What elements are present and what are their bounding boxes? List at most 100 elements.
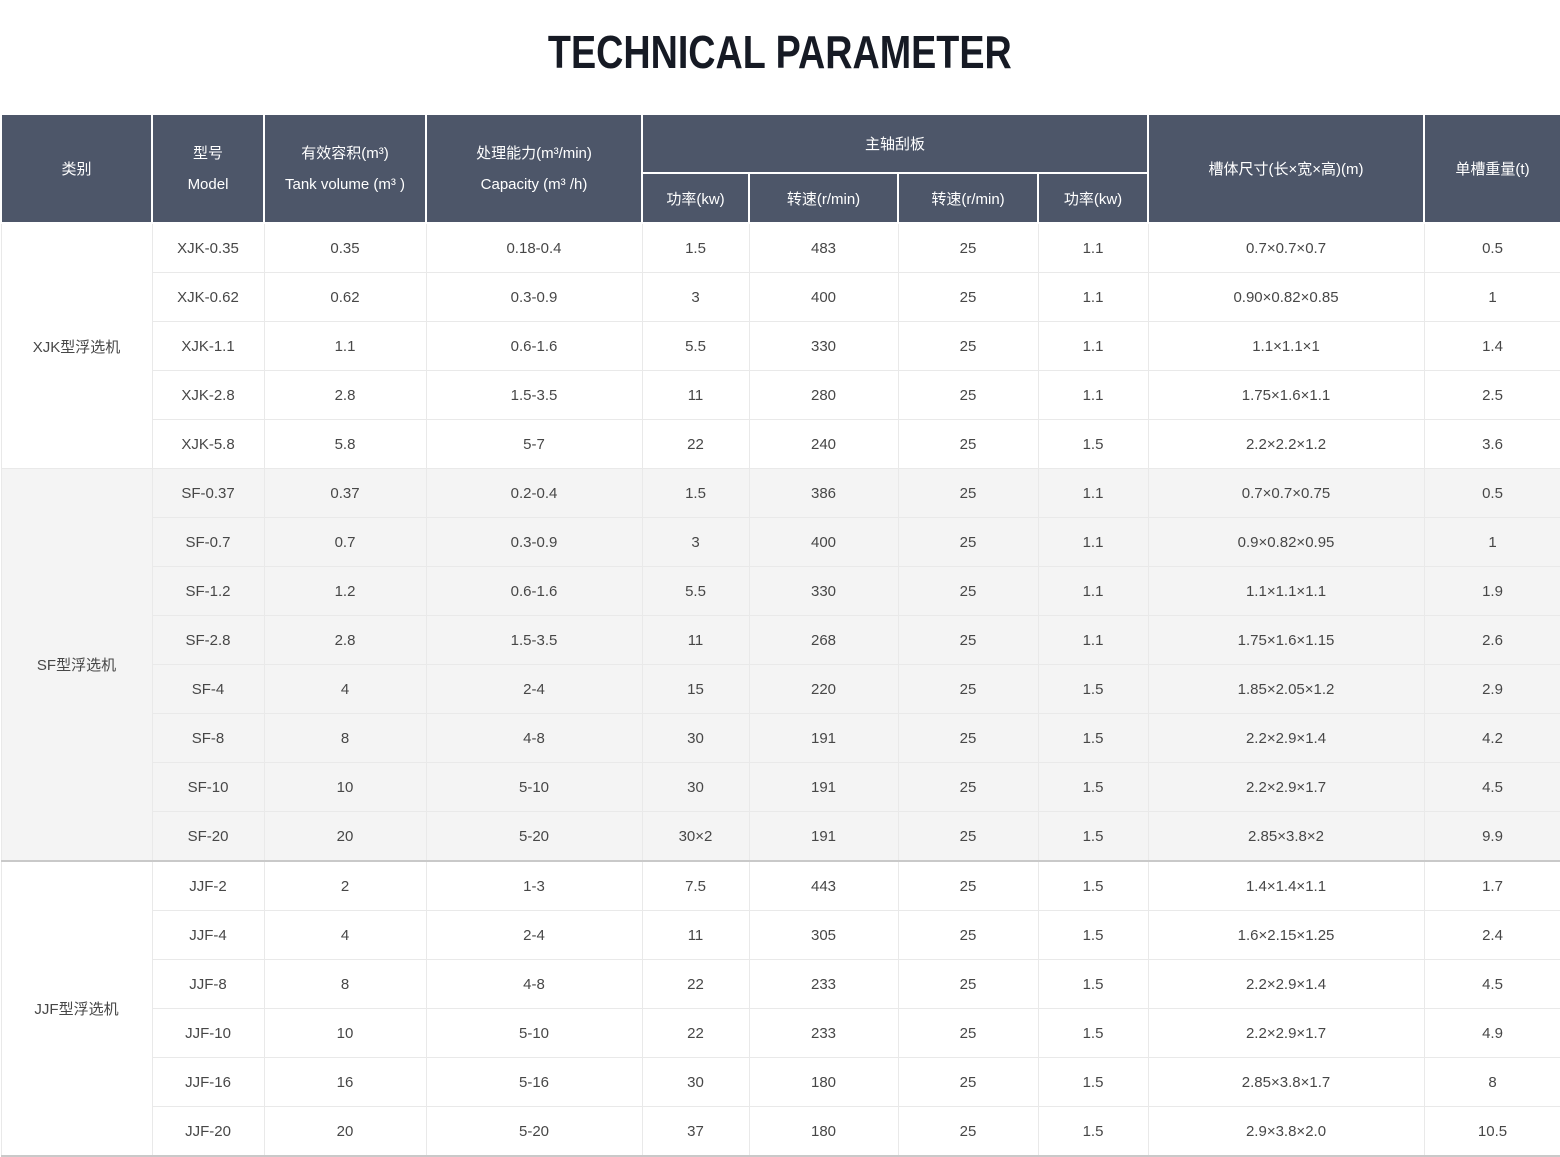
table-cell: 1.5 bbox=[1037, 860, 1149, 911]
table-cell: 9.9 bbox=[1423, 811, 1560, 862]
table-row: XJK-5.8 5.8 5-7 22 240 25 1.5 2.2×2.2×1.2 3.6 bbox=[1, 419, 1560, 469]
table-cell: 10 bbox=[263, 762, 427, 812]
table-cell: 5-16 bbox=[425, 1057, 643, 1107]
table-cell: 25 bbox=[897, 959, 1039, 1009]
table-cell: 1.5 bbox=[641, 468, 750, 518]
table-cell: 233 bbox=[748, 959, 899, 1009]
table-cell: 25 bbox=[897, 272, 1039, 322]
table-cell: 1.1 bbox=[1037, 517, 1149, 567]
table-row: JJF-8 8 4-8 22 233 25 1.5 2.2×2.9×1.4 4.5 bbox=[1, 959, 1560, 1009]
table-cell: 5-10 bbox=[425, 762, 643, 812]
table-cell: 2.8 bbox=[263, 615, 427, 665]
table-cell: 4-8 bbox=[425, 959, 643, 1009]
table-cell: XJK-1.1 bbox=[151, 321, 265, 371]
table-cell: 37 bbox=[641, 1106, 750, 1157]
table-cell: 1.5 bbox=[1037, 1106, 1149, 1157]
table-cell: 22 bbox=[641, 419, 750, 469]
table-row: XJK型浮选机 XJK-0.35 0.35 0.18-0.4 1.5 483 25 1.1 0.… bbox=[0, 222, 1560, 469]
table-cell: 2.5 bbox=[1423, 370, 1560, 420]
header-label-line: Tank volume (m³ ) bbox=[284, 175, 406, 193]
table-cell: XJK-0.35 bbox=[151, 222, 265, 273]
table-cell: XJK-2.8 bbox=[151, 370, 265, 420]
table-cell: 11 bbox=[641, 615, 750, 665]
table-cell: 20 bbox=[263, 1106, 427, 1157]
table-cell: 25 bbox=[897, 860, 1039, 911]
section-category-cell: SF型浮选机 bbox=[0, 468, 153, 862]
header-sub-row: 功率(kw) 转速(r/min) 转速(r/min) 功率(kw) bbox=[1, 172, 1560, 224]
table-cell: 3 bbox=[641, 517, 750, 567]
header-sub-3: 功率(kw) bbox=[1036, 172, 1150, 224]
table-row: XJK-0.62 0.62 0.3-0.9 3 400 25 1.1 0.90×0.82×0.… bbox=[1, 272, 1560, 322]
table-cell: 4.5 bbox=[1423, 959, 1560, 1009]
table-cell: 1.9 bbox=[1423, 566, 1560, 616]
header-sub-0: 功率(kw) bbox=[641, 172, 750, 224]
table-cell: 25 bbox=[897, 615, 1039, 665]
table-cell: XJK-0.62 bbox=[151, 272, 265, 322]
header-sub-2: 转速(r/min) bbox=[897, 172, 1039, 224]
table-cell: 191 bbox=[748, 811, 899, 862]
table-row: SF-0.7 0.7 0.3-0.9 3 400 25 1.1 0.9×0.82×0.95 1 bbox=[1, 517, 1560, 567]
table-cell: 11 bbox=[641, 370, 750, 420]
table-cell: SF-10 bbox=[151, 762, 265, 812]
header-label-line: 有效容积(m³) bbox=[301, 144, 389, 162]
table-cell: 0.2-0.4 bbox=[425, 468, 643, 518]
table-cell: 1.5 bbox=[1037, 811, 1149, 862]
table-cell: 180 bbox=[748, 1057, 899, 1107]
section-category-cell: XJK型浮选机 bbox=[0, 222, 153, 469]
table-cell: 2.2×2.9×1.4 bbox=[1147, 959, 1425, 1009]
table-cell: 280 bbox=[748, 370, 899, 420]
table-cell: 330 bbox=[748, 321, 899, 371]
table-cell: 400 bbox=[748, 517, 899, 567]
header-row: 类别 型号 Model 有效容积(m³) Tank volume (m³ ) 处理能力(m… bbox=[0, 113, 1560, 224]
page-title: TECHNICAL PARAMETER bbox=[0, 0, 1560, 83]
table-cell: JJF-10 bbox=[151, 1008, 265, 1058]
table-cell: 2.85×3.8×1.7 bbox=[1147, 1057, 1425, 1107]
table-cell: SF-1.2 bbox=[151, 566, 265, 616]
table-cell: 8 bbox=[263, 713, 427, 763]
table-cell: 386 bbox=[748, 468, 899, 518]
table-header: 类别 型号 Model 有效容积(m³) Tank volume (m³ ) 处理能力(m… bbox=[0, 113, 1560, 224]
table-cell: 1.1 bbox=[1037, 321, 1149, 371]
table-cell: 1.1 bbox=[1037, 615, 1149, 665]
table-cell: 0.6-1.6 bbox=[425, 566, 643, 616]
table-cell: 1.5 bbox=[1037, 1008, 1149, 1058]
table-cell: JJF-16 bbox=[151, 1057, 265, 1107]
table-row: XJK-1.1 1.1 0.6-1.6 5.5 330 25 1.1 1.1×1.1×1 1.4 bbox=[1, 321, 1560, 371]
header-sub-1: 转速(r/min) bbox=[748, 172, 899, 224]
table-cell: 4 bbox=[263, 910, 427, 960]
header-label-line: 型号 bbox=[192, 144, 223, 162]
header-single-tank-weight: 单槽重量(t) bbox=[1423, 113, 1560, 224]
table-cell: SF-0.7 bbox=[151, 517, 265, 567]
table-cell: 2.9×3.8×2.0 bbox=[1147, 1106, 1425, 1157]
table-cell: 0.3-0.9 bbox=[425, 517, 643, 567]
table-cell: 3 bbox=[641, 272, 750, 322]
table-cell: 0.7 bbox=[263, 517, 427, 567]
table-cell: 1.5-3.5 bbox=[425, 615, 643, 665]
table-row: JJF-20 20 5-20 37 180 25 1.5 2.9×3.8×2.0 10.5 bbox=[1, 1106, 1560, 1157]
table-cell: 1.1 bbox=[1037, 468, 1149, 518]
table-cell: 2.4 bbox=[1423, 910, 1560, 960]
table-cell: 2.9 bbox=[1423, 664, 1560, 714]
table-cell: 25 bbox=[897, 370, 1039, 420]
table-cell: 1.5 bbox=[1037, 1057, 1149, 1107]
table-cell: 22 bbox=[641, 1008, 750, 1058]
table-cell: 10 bbox=[263, 1008, 427, 1058]
table-row: JJF-16 16 5-16 30 180 25 1.5 2.85×3.8×1.7 8 bbox=[1, 1057, 1560, 1107]
table-section-0: XJK型浮选机 XJK-0.35 0.35 0.18-0.4 1.5 483 25 1.1 0.… bbox=[0, 222, 1560, 469]
table-cell: 25 bbox=[897, 468, 1039, 518]
table-cell: 2.8 bbox=[263, 370, 427, 420]
table-cell: 180 bbox=[748, 1106, 899, 1157]
table-cell: 30 bbox=[641, 1057, 750, 1107]
table-cell: 1.85×2.05×1.2 bbox=[1147, 664, 1425, 714]
table-cell: JJF-4 bbox=[151, 910, 265, 960]
table-cell: 1.1×1.1×1 bbox=[1147, 321, 1425, 371]
table-cell: 1.1 bbox=[1037, 222, 1149, 273]
table-cell: 5.8 bbox=[263, 419, 427, 469]
table-cell: 11 bbox=[641, 910, 750, 960]
table-cell: 4 bbox=[263, 664, 427, 714]
table-row: SF-20 20 5-20 30×2 191 25 1.5 2.85×3.8×2 9.9 bbox=[1, 811, 1560, 862]
table-cell: 3.6 bbox=[1423, 419, 1560, 469]
table-cell: 0.9×0.82×0.95 bbox=[1147, 517, 1425, 567]
table-cell: 1.2 bbox=[263, 566, 427, 616]
table-cell: 1.4×1.4×1.1 bbox=[1147, 860, 1425, 911]
